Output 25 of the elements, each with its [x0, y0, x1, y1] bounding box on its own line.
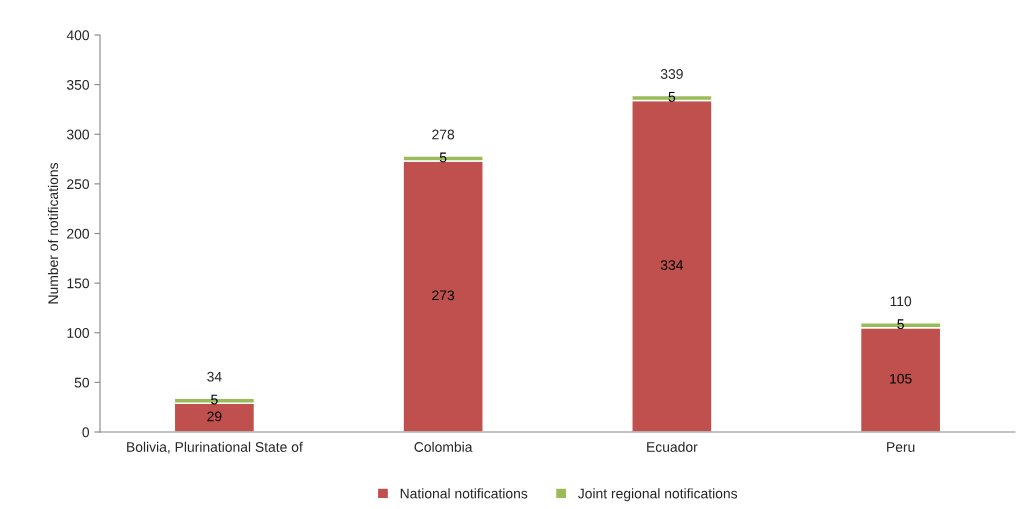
legend-label: National notifications	[400, 488, 528, 499]
y-tick-label: 150	[67, 278, 90, 289]
x-tick-label: Colombia	[414, 441, 473, 452]
y-tick-label: 50	[74, 377, 90, 388]
total-label: 110	[890, 296, 912, 307]
legend-label: Joint regional notifications	[578, 488, 738, 502]
y-tick-label: 0	[82, 427, 90, 438]
data-label: 105	[890, 373, 912, 384]
y-tick-label: 200	[67, 228, 90, 239]
y-axis-title: Number of notifications	[47, 162, 59, 304]
x-tick-label: Bolivia, Plurinational State of	[127, 441, 303, 454]
y-tick-label: 400	[66, 30, 90, 41]
total-label: 34	[207, 371, 222, 382]
x-tick-label: Peru	[887, 442, 915, 452]
data-label: 273	[432, 290, 455, 301]
total-label: 278	[432, 129, 455, 140]
y-tick-label: 100	[67, 328, 90, 338]
y-tick-label: 250	[67, 179, 90, 190]
y-tick-label: 350	[66, 79, 90, 90]
data-label: 5	[439, 152, 447, 163]
data-label: 29	[207, 411, 222, 422]
y-tick-label: 300	[66, 129, 90, 140]
data-label: 334	[660, 260, 684, 270]
x-tick-label: Ecuador	[647, 441, 698, 452]
total-label: 339	[660, 69, 683, 79]
